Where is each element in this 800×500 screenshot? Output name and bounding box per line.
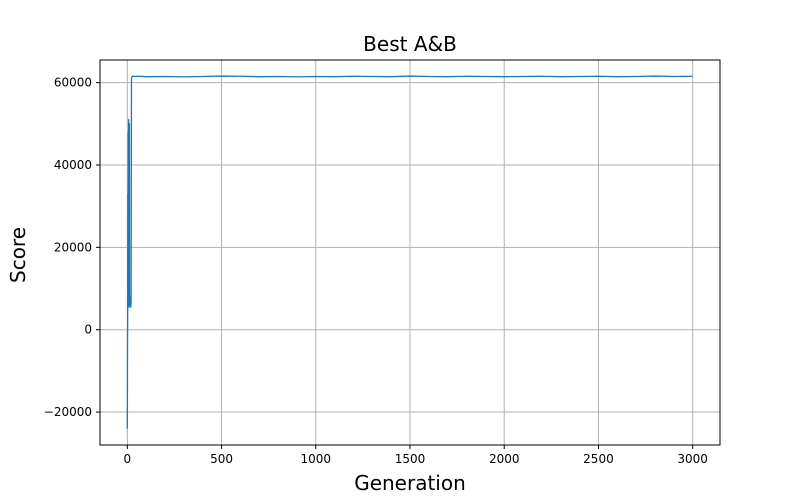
y-tick-label: 60000 [54,76,92,90]
x-axis-label: Generation [354,471,466,495]
x-tick-label: 0 [124,452,132,466]
y-tick-label: 0 [84,323,92,337]
x-tick-label: 1000 [301,452,332,466]
x-tick-label: 3000 [677,452,708,466]
x-tick-label: 500 [210,452,233,466]
series-line [126,75,693,429]
y-tick-label: 40000 [54,158,92,172]
chart-title: Best A&B [363,32,457,56]
y-tick-label: −20000 [44,405,92,419]
x-tick-label: 2000 [489,452,520,466]
ticks: 0 500 1000 1500 2000 2500 3000 −20000 0 20000 4000… [44,76,708,466]
x-tick-label: 2500 [583,452,614,466]
grid [100,60,720,445]
x-tick-label: 1500 [395,452,426,466]
series-layer [126,75,693,429]
y-tick-label: 20000 [54,240,92,254]
y-axis-label: Score [6,227,30,283]
